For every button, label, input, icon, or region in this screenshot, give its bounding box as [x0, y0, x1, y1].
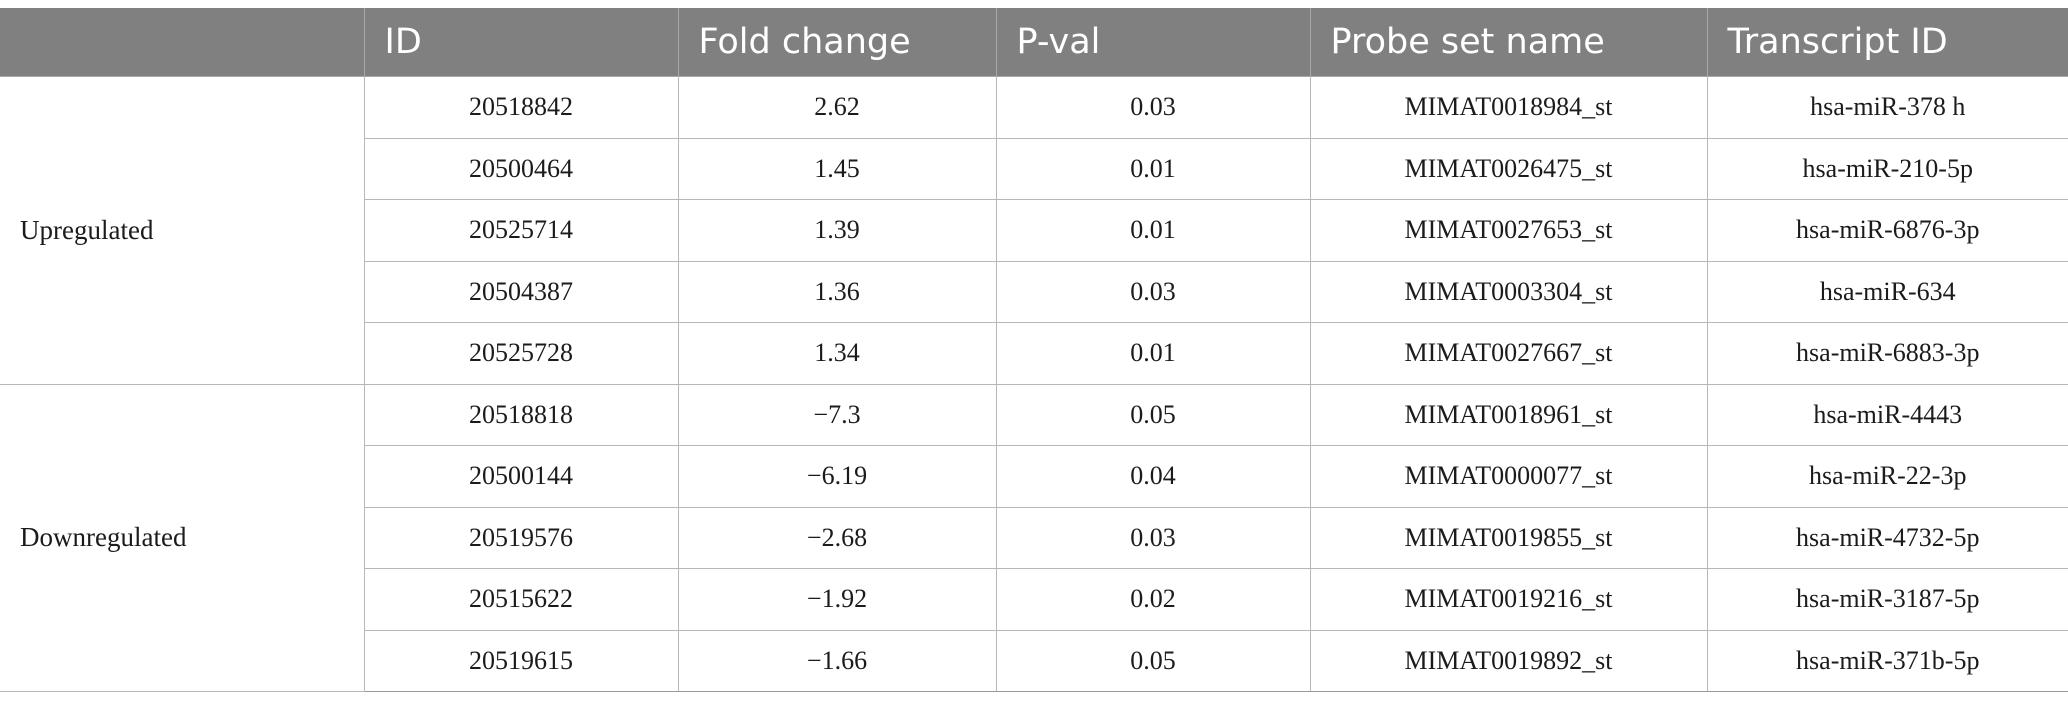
cell-id: 20525714 [364, 199, 679, 262]
cell-id: 20525728 [364, 322, 679, 385]
cell-fold-change: −7.3 [677, 383, 997, 446]
table-row: 20515622 −1.92 0.02 MIMAT0019216_st hsa-… [0, 568, 2068, 631]
table-row: 20500144 −6.19 0.04 MIMAT0000077_st hsa-… [0, 445, 2068, 508]
cell-fold-change: −1.92 [677, 568, 997, 631]
mirna-expression-table: ID Fold change P-val Probe set name Tran… [0, 8, 2068, 692]
cell-transcript: hsa-miR-4732-5p [1706, 506, 2068, 569]
cell-id: 20518842 [363, 76, 679, 139]
table-row: 20504387 1.36 0.03 MIMAT0003304_st hsa-m… [0, 260, 2068, 323]
table-row: 20519615 −1.66 0.05 MIMAT0019892_st hsa-… [0, 629, 2068, 692]
cell-id: 20519615 [364, 629, 679, 692]
table-row: 20500464 1.45 0.01 MIMAT0026475_st hsa-m… [0, 137, 2068, 200]
cell-id: 20500464 [364, 137, 679, 200]
table-row: 20525714 1.39 0.01 MIMAT0027653_st hsa-m… [0, 199, 2068, 262]
cell-fold-change: 1.39 [677, 199, 997, 262]
cell-p-val: 0.01 [995, 137, 1311, 200]
cell-fold-change: 1.45 [677, 137, 997, 200]
cell-p-val: 0.03 [995, 260, 1311, 323]
cell-transcript: hsa-miR-210-5p [1706, 137, 2068, 200]
cell-probe-set: MIMAT0000077_st [1309, 445, 1708, 508]
cell-id: 20515622 [364, 568, 679, 631]
cell-probe-set: MIMAT0027667_st [1309, 322, 1708, 385]
cell-p-val: 0.03 [995, 506, 1311, 569]
cell-transcript: hsa-miR-371b-5p [1706, 629, 2068, 692]
cell-id: 20500144 [364, 445, 679, 508]
header-probe-set-name: Probe set name [1309, 8, 1708, 77]
cell-probe-set: MIMAT0019216_st [1309, 568, 1708, 631]
cell-fold-change: 1.34 [677, 322, 997, 385]
cell-transcript: hsa-miR-6883-3p [1706, 322, 2068, 385]
cell-p-val: 0.01 [995, 199, 1311, 262]
header-id: ID [363, 8, 679, 77]
cell-probe-set: MIMAT0018984_st [1309, 76, 1708, 139]
cell-id: 20518818 [363, 383, 679, 446]
cell-p-val: 0.05 [995, 383, 1311, 446]
header-group [0, 8, 365, 77]
cell-fold-change: 2.62 [677, 76, 997, 139]
cell-p-val: 0.04 [995, 445, 1311, 508]
cell-probe-set: MIMAT0019855_st [1309, 506, 1708, 569]
cell-transcript: hsa-miR-634 [1706, 260, 2068, 323]
table-container: ID Fold change P-val Probe set name Tran… [0, 8, 2068, 692]
table-row: 20519576 −2.68 0.03 MIMAT0019855_st hsa-… [0, 506, 2068, 569]
cell-probe-set: MIMAT0026475_st [1309, 137, 1708, 200]
group-label-downregulated: Downregulated [0, 383, 365, 692]
table-row: Upregulated 20518842 2.62 0.03 MIMAT0018… [0, 76, 2068, 385]
table-body: Upregulated 20518842 2.62 0.03 MIMAT0018… [0, 76, 2068, 692]
cell-fold-change: −2.68 [677, 506, 997, 569]
cell-fold-change: −6.19 [677, 445, 997, 508]
cell-p-val: 0.01 [995, 322, 1311, 385]
table-row: Downregulated 20518818 −7.3 0.05 MIMAT00… [0, 383, 2068, 692]
cell-p-val: 0.05 [995, 629, 1311, 692]
cell-fold-change: −1.66 [677, 629, 997, 692]
cell-transcript: hsa-miR-3187-5p [1706, 568, 2068, 631]
cell-transcript: hsa-miR-4443 [1706, 383, 2068, 446]
cell-id: 20519576 [364, 506, 679, 569]
cell-p-val: 0.02 [995, 568, 1311, 631]
cell-id: 20504387 [364, 260, 679, 323]
cell-probe-set: MIMAT0019892_st [1309, 629, 1708, 692]
cell-transcript: hsa-miR-6876-3p [1706, 199, 2068, 262]
group-label-upregulated: Upregulated [0, 76, 365, 385]
table-header: ID Fold change P-val Probe set name Tran… [0, 8, 2068, 77]
cell-transcript: hsa-miR-22-3p [1706, 445, 2068, 508]
header-fold-change: Fold change [677, 8, 997, 77]
cell-probe-set: MIMAT0003304_st [1309, 260, 1708, 323]
cell-probe-set: MIMAT0018961_st [1309, 383, 1708, 446]
header-p-val: P-val [995, 8, 1311, 77]
cell-p-val: 0.03 [995, 76, 1311, 139]
header-transcript-id: Transcript ID [1706, 8, 2068, 77]
cell-fold-change: 1.36 [677, 260, 997, 323]
cell-transcript: hsa-miR-378 h [1706, 76, 2068, 139]
cell-probe-set: MIMAT0027653_st [1309, 199, 1708, 262]
header-row: ID Fold change P-val Probe set name Tran… [0, 8, 2068, 77]
